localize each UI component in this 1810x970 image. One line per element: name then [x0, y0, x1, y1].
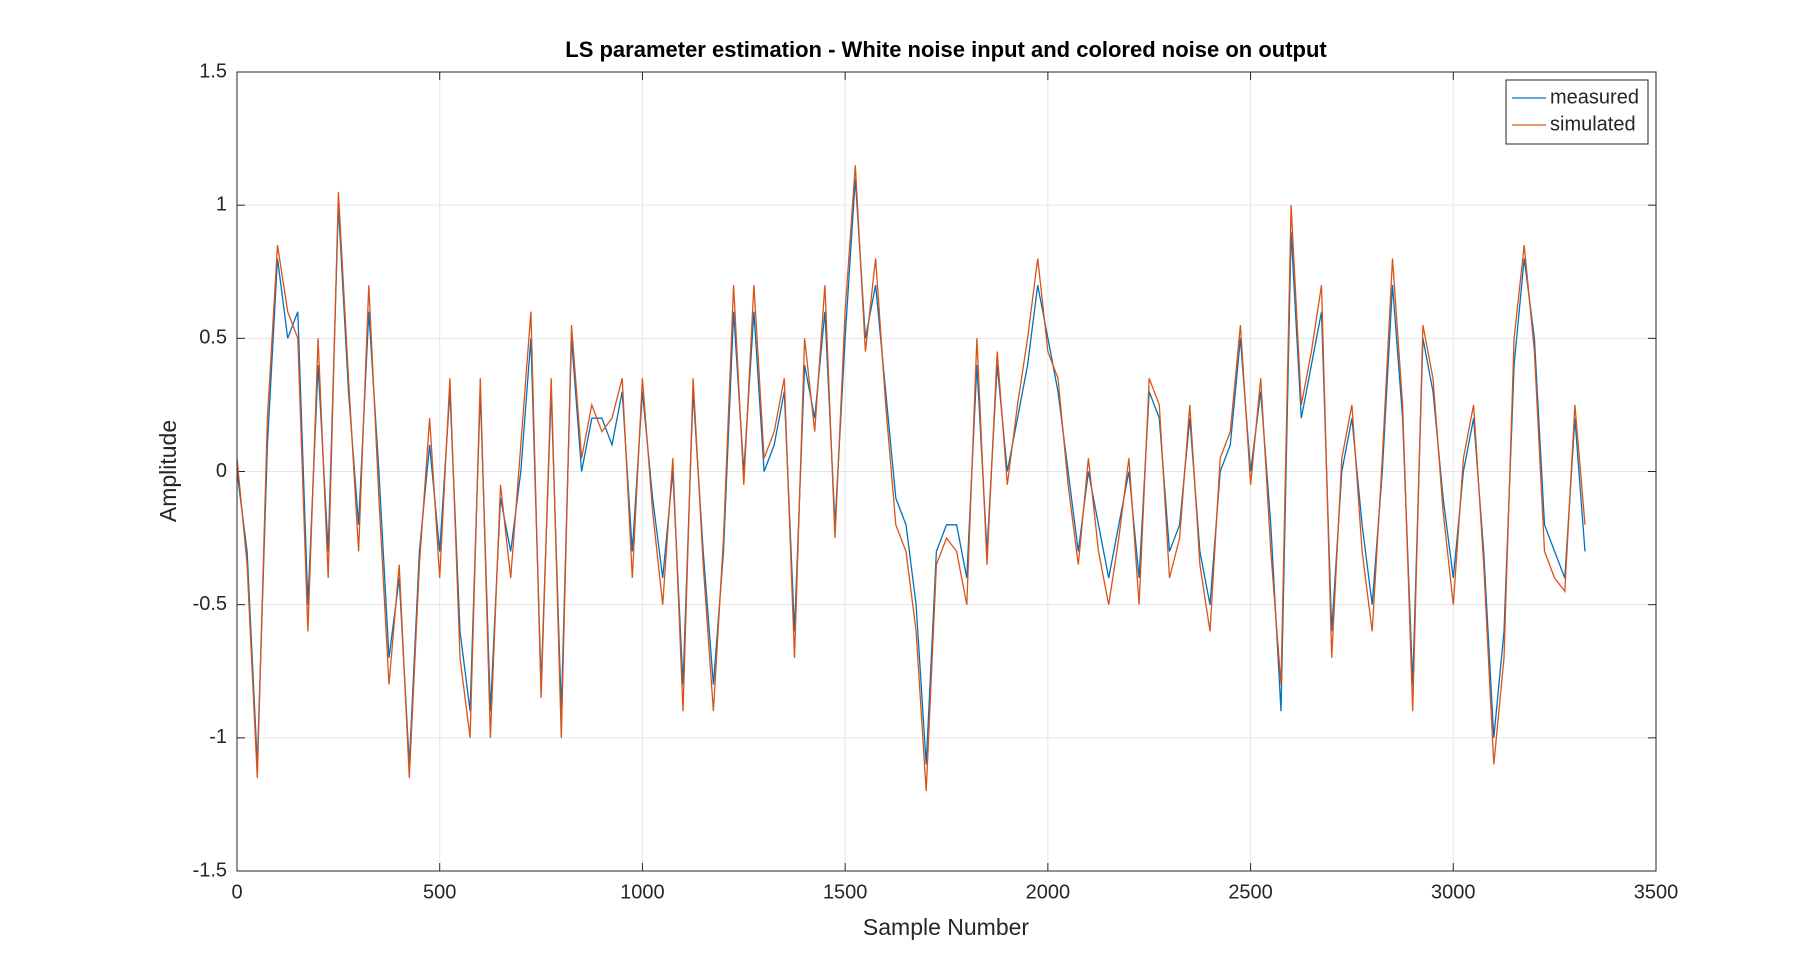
x-axis-label: Sample Number: [863, 914, 1030, 940]
x-tick-label: 3000: [1431, 881, 1476, 903]
x-tick-label: 2500: [1228, 881, 1273, 903]
y-tick-label: 1.5: [199, 60, 227, 82]
x-tick-label: 500: [423, 881, 456, 903]
y-tick-label: -1.5: [193, 859, 227, 881]
chart-title: LS parameter estimation - White noise in…: [565, 37, 1327, 62]
x-tick-label: 2000: [1026, 881, 1071, 903]
y-tick-label: 0: [216, 460, 227, 482]
legend-label: measured: [1550, 86, 1639, 108]
y-tick-label: -1: [209, 726, 227, 748]
y-tick-label: 0.5: [199, 327, 227, 349]
x-tick-label: 0: [231, 881, 242, 903]
legend-box: [1505, 79, 1649, 145]
x-tick-label: 3500: [1634, 881, 1679, 903]
axes-box: [236, 71, 1657, 872]
x-tick-label: 1000: [620, 881, 665, 903]
x-tick-label: 1500: [823, 881, 868, 903]
data-line: [236, 178, 1586, 765]
data-line: [236, 165, 1586, 792]
legend-label: simulated: [1550, 113, 1636, 135]
y-tick-label: -0.5: [193, 593, 227, 615]
y-tick-label: 1: [216, 193, 227, 215]
y-axis-label: Amplitude: [155, 420, 181, 522]
legend: measured simulated: [1505, 79, 1649, 145]
